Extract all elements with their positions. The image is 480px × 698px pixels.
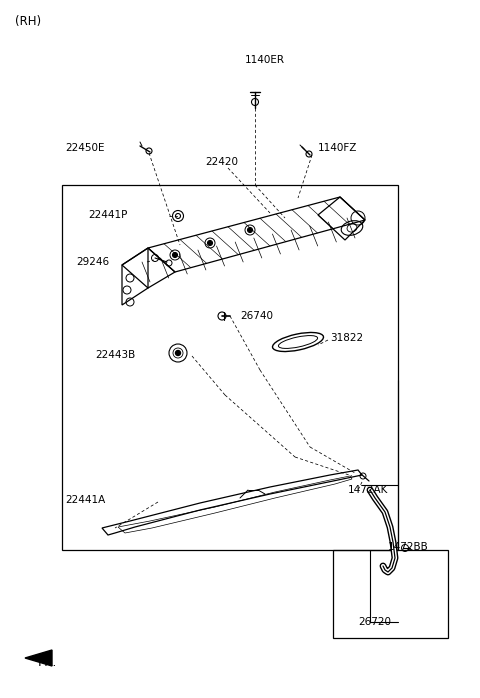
Text: 29246: 29246 [76, 257, 109, 267]
Text: 1140ER: 1140ER [245, 55, 285, 65]
Text: 1472BB: 1472BB [388, 542, 429, 552]
Circle shape [248, 228, 252, 232]
Bar [62, 185, 398, 550]
Text: 22443B: 22443B [95, 350, 135, 360]
Circle shape [172, 253, 178, 258]
Text: (RH): (RH) [15, 15, 41, 29]
Circle shape [176, 350, 180, 355]
Circle shape [207, 241, 213, 246]
Text: FR.: FR. [38, 655, 58, 669]
Text: 22450E: 22450E [65, 143, 105, 153]
Text: 22441P: 22441P [88, 210, 127, 220]
Text: 26720: 26720 [358, 617, 391, 627]
Bar [333, 550, 448, 638]
Polygon shape [25, 650, 52, 666]
Text: 1472AK: 1472AK [348, 485, 388, 495]
Text: 26740: 26740 [240, 311, 273, 321]
Text: 22441A: 22441A [65, 495, 105, 505]
Text: 22420: 22420 [205, 157, 238, 167]
Text: 1140FZ: 1140FZ [318, 143, 358, 153]
Text: 31822: 31822 [330, 333, 363, 343]
